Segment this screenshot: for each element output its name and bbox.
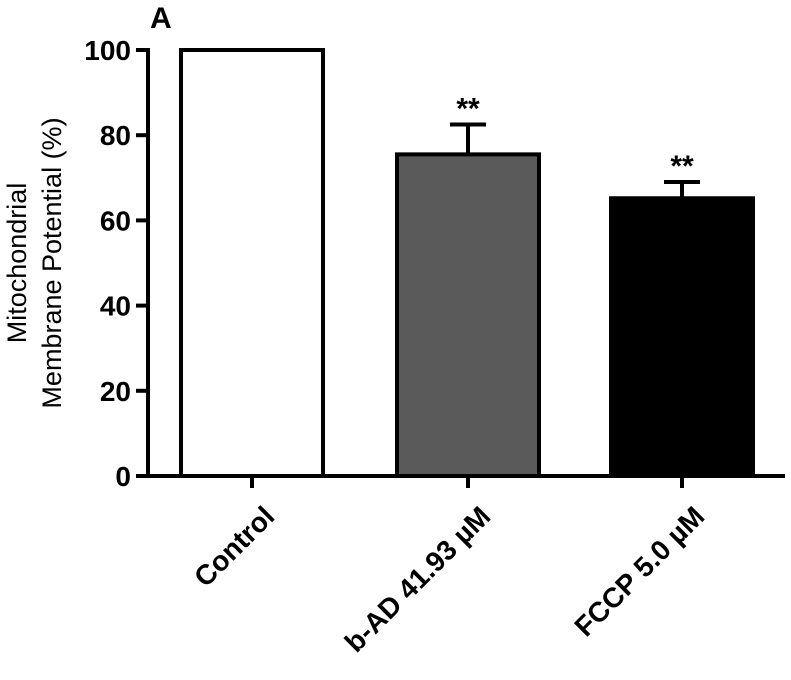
y-tick-label-5: 100 [84,35,131,66]
y-tick-label-1: 20 [100,376,131,407]
bar-1 [395,152,541,478]
x-tick-label-1: b-AD 41.93 µM [339,500,497,658]
y-axis-label: Mitochondrial Membrane Potential (%) [2,117,67,408]
x-tick-label-0: Control [188,500,280,592]
y-axis-label-line-1: Membrane Potential (%) [37,117,67,408]
annotation-1: ** [456,93,480,126]
y-axis-label-line-0: Mitochondrial [2,183,32,344]
y-tick-label-3: 60 [100,205,131,236]
significance-annotations: ** ** [456,93,694,184]
x-tick-label-2: FCCP 5.0 µM [568,500,710,642]
error-bars [450,122,700,199]
annotation-2: ** [670,150,694,183]
y-tick-label-0: 0 [115,461,131,492]
panel-label: A [150,2,172,35]
x-ticks: Control b-AD 41.93 µM FCCP 5.0 µM [188,476,710,658]
bar-0 [179,48,325,478]
bar-2 [609,196,755,479]
y-tick-label-4: 80 [100,120,131,151]
y-ticks: 0 20 40 60 80 100 [84,35,148,492]
y-tick-label-2: 40 [100,291,131,322]
